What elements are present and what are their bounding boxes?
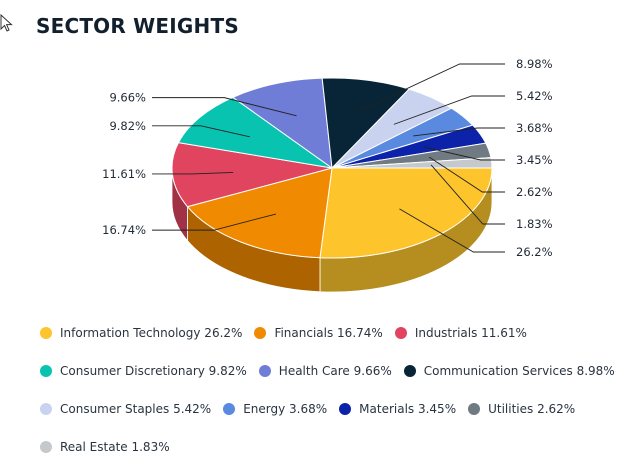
legend-item-real-estate[interactable]: Real Estate 1.83% (40, 438, 170, 456)
legend-label: Industrials 11.61% (414, 326, 527, 340)
pie-chart: 26.2% 16.74% 11.61% 9.82% 9.66% 8.98% 5.42% 3.6… (102, 57, 553, 293)
data-label-communication-services: 8.98% (516, 57, 553, 71)
leader-line-industrials (152, 171, 234, 175)
data-label-information-technology: 26.2% (516, 245, 553, 259)
legend-item-energy[interactable]: Energy 3.68% (223, 400, 327, 418)
legend-dot-icon (40, 327, 52, 339)
data-label-energy: 3.68% (516, 121, 553, 135)
legend-label: Real Estate 1.83% (60, 440, 170, 454)
data-label-consumer-staples: 5.42% (516, 89, 553, 103)
pie-slice-real-estate[interactable] (331, 157, 493, 169)
data-label-materials: 3.45% (516, 153, 553, 167)
leader-line-financials (152, 213, 277, 231)
legend-dot-icon (40, 365, 52, 377)
chart-title: SECTOR WEIGHTS (36, 14, 239, 38)
legend-dot-icon (394, 327, 407, 339)
legend-item-materials[interactable]: Materials 3.45% (339, 400, 456, 418)
legend-label: Materials 3.45% (359, 402, 457, 416)
legend-label: Energy 3.68% (243, 402, 328, 416)
legend-item-information-technology[interactable]: Information Technology 26.2% (40, 324, 242, 342)
leader-line-real-estate (430, 164, 505, 225)
data-label-health-care: 9.66% (109, 91, 146, 105)
leader-line-health-care (152, 97, 297, 117)
legend-label: Information Technology 26.2% (60, 326, 243, 340)
mouse-cursor-icon (0, 14, 13, 32)
legend-label: Health Care 9.66% (278, 364, 392, 378)
legend-label: Consumer Staples 5.42% (60, 402, 212, 416)
leader-line-communication-services (353, 63, 505, 114)
legend-dot-icon (40, 441, 52, 453)
pie-slice-consumer-discretionary[interactable] (177, 96, 333, 169)
pie-slice-industrials[interactable] (171, 142, 333, 208)
legend-item-health-care[interactable]: Health Care 9.66% (258, 362, 392, 380)
data-label-real-estate: 1.83% (516, 217, 553, 231)
leader-line-information-technology (399, 208, 505, 253)
pie-slice-health-care[interactable] (231, 77, 333, 170)
legend-dot-icon (403, 365, 416, 377)
chart-legend: Information Technology 26.2% Financials 1… (40, 324, 630, 456)
data-label-industrials: 11.61% (102, 167, 146, 181)
legend-label: Financials 16.74% (274, 326, 383, 340)
legend-item-consumer-staples[interactable]: Consumer Staples 5.42% (40, 400, 211, 418)
legend-item-utilities[interactable]: Utilities 2.62% (468, 400, 575, 418)
legend-item-financials[interactable]: Financials 16.74% (254, 324, 383, 342)
leader-line-utilities (429, 156, 505, 193)
leader-line-energy (413, 127, 505, 137)
data-label-financials: 16.74% (102, 223, 146, 237)
data-label-consumer-discretionary: 9.82% (109, 119, 146, 133)
legend-label: Communication Services 8.98% (423, 364, 615, 378)
legend-item-industrials[interactable]: Industrials 11.61% (394, 324, 527, 342)
legend-dot-icon (254, 327, 267, 339)
legend-item-communication-services[interactable]: Communication Services 8.98% (403, 362, 615, 380)
legend-dot-icon (468, 403, 481, 415)
legend-label: Utilities 2.62% (488, 402, 576, 416)
legend-dot-icon (223, 403, 236, 415)
leader-line-materials (423, 146, 505, 161)
legend-dot-icon (339, 403, 352, 415)
legend-dot-icon (40, 403, 52, 415)
data-label-utilities: 2.62% (516, 185, 553, 199)
legend-item-consumer-discretionary[interactable]: Consumer Discretionary 9.82% (40, 362, 247, 380)
legend-dot-icon (258, 365, 271, 377)
pie-slice-financials[interactable] (186, 167, 333, 259)
legend-label: Consumer Discretionary 9.82% (60, 364, 247, 378)
leader-line-consumer-staples (393, 95, 505, 125)
leader-line-consumer-discretionary (152, 125, 250, 138)
